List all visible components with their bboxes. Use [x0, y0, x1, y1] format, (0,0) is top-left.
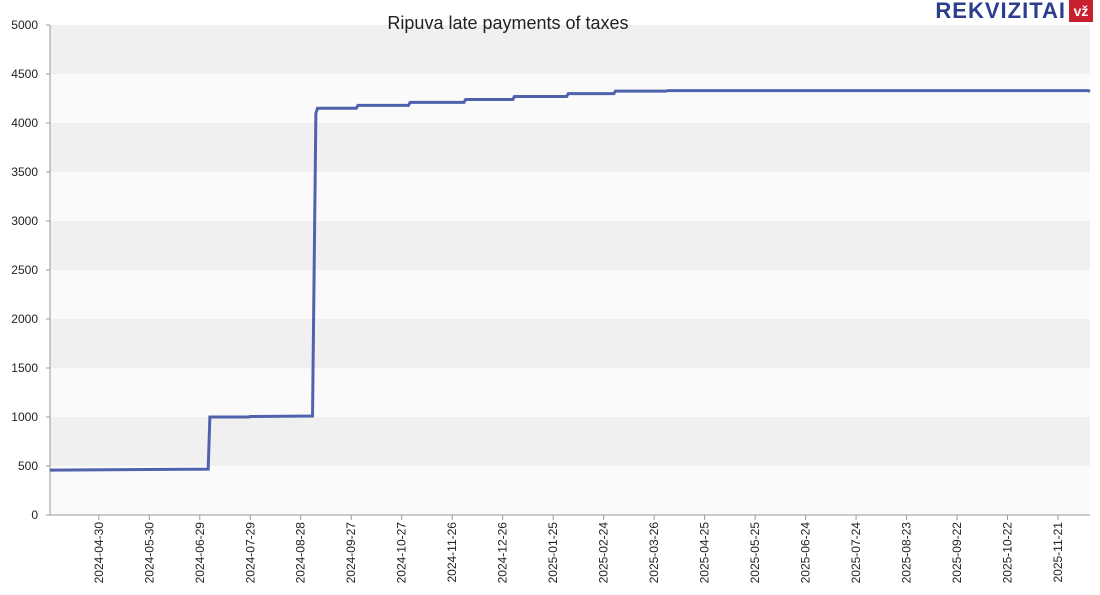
logo-badge: vž — [1074, 3, 1089, 19]
x-tick-label: 2024-11-26 — [445, 522, 459, 583]
y-tick-label: 5000 — [11, 18, 38, 32]
x-tick-label: 2025-05-25 — [748, 522, 762, 584]
grid-band — [50, 417, 1090, 466]
y-tick-label: 0 — [31, 508, 38, 522]
x-tick-label: 2024-07-29 — [243, 522, 257, 584]
grid-band — [50, 466, 1090, 515]
x-tick-label: 2024-05-30 — [142, 522, 156, 584]
x-tick-label: 2024-06-29 — [193, 522, 207, 584]
x-tick-label: 2025-03-26 — [647, 522, 661, 584]
y-tick-label: 2000 — [11, 312, 38, 326]
y-tick-label: 4000 — [11, 116, 38, 130]
x-tick-label: 2025-07-24 — [849, 522, 863, 584]
x-tick-label: 2024-09-27 — [344, 522, 358, 584]
y-tick-label: 2500 — [11, 263, 38, 277]
x-tick-label: 2025-06-24 — [799, 522, 813, 584]
x-tick-label: 2024-04-30 — [92, 522, 106, 584]
y-tick-label: 4500 — [11, 67, 38, 81]
x-tick-label: 2024-08-28 — [294, 522, 308, 584]
grid-band — [50, 74, 1090, 123]
logo-badge-bg — [1069, 0, 1093, 22]
grid-band — [50, 270, 1090, 319]
x-tick-label: 2025-04-25 — [698, 522, 712, 584]
data-line — [49, 89, 1091, 472]
x-tick-label: 2025-11-21 — [1051, 522, 1065, 583]
grid-band — [50, 123, 1090, 172]
y-tick-label: 3500 — [11, 165, 38, 179]
y-tick-label: 3000 — [11, 214, 38, 228]
x-tick-label: 2025-01-25 — [546, 522, 560, 584]
grid-band — [50, 221, 1090, 270]
y-tick-label: 1000 — [11, 410, 38, 424]
grid-band — [50, 25, 1090, 74]
x-tick-label: 2025-08-23 — [900, 522, 914, 584]
x-tick-label: 2025-02-24 — [597, 522, 611, 584]
grid-band — [50, 368, 1090, 417]
logo: REKVIZITAI — [935, 0, 1066, 23]
y-tick-label: 500 — [18, 459, 38, 473]
x-tick-label: 2024-12-26 — [496, 522, 510, 584]
grid-band — [50, 319, 1090, 368]
chart-title: Ripuva late payments of taxes — [387, 13, 628, 33]
grid-band — [50, 172, 1090, 221]
x-tick-label: 2024-10-27 — [395, 522, 409, 584]
y-tick-label: 1500 — [11, 361, 38, 375]
x-tick-label: 2025-10-22 — [1001, 522, 1015, 584]
x-tick-label: 2025-09-22 — [950, 522, 964, 584]
